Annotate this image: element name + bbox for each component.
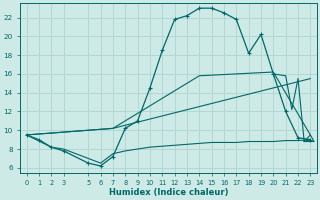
X-axis label: Humidex (Indice chaleur): Humidex (Indice chaleur)	[109, 188, 228, 197]
